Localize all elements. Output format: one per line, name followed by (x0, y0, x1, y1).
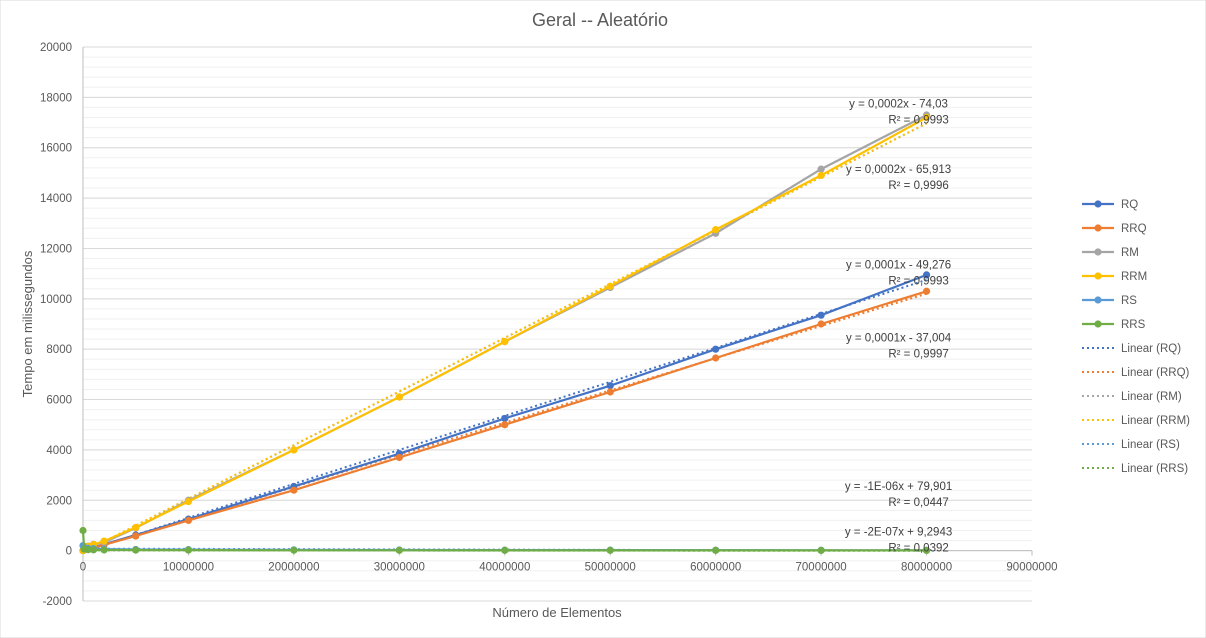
legend-marker (1094, 248, 1102, 256)
legend-label: RS (1121, 295, 1137, 307)
legend-label: RRM (1121, 271, 1147, 283)
legend-label: Linear (RS) (1121, 439, 1180, 451)
y-tick-label: 8000 (46, 344, 72, 356)
data-point-rrs (290, 546, 298, 554)
legend-marker (1094, 320, 1102, 328)
legend-label: RQ (1121, 199, 1138, 211)
trendline-equation: y = 0,0002x - 65,913 (846, 164, 951, 176)
data-point-rq (817, 311, 825, 319)
x-tick-label: 10000000 (163, 562, 214, 574)
data-point-rrq (817, 320, 825, 328)
data-point-rrs (712, 546, 720, 554)
data-point-rq (922, 271, 931, 279)
data-point-rrs (395, 546, 403, 554)
y-tick-label: 4000 (46, 445, 72, 457)
y-tick-label: 12000 (40, 243, 72, 255)
x-tick-label: 70000000 (796, 562, 847, 574)
trendline-r-squared: R² = 0,9993 (888, 114, 948, 126)
data-point-rrq (501, 421, 509, 429)
legend-label: RRS (1121, 319, 1146, 331)
legend-label: Linear (RQ) (1121, 343, 1181, 355)
data-point-rrq (606, 388, 614, 396)
data-point-rm (817, 165, 825, 173)
x-axis-label: Número de Elementos (492, 605, 622, 620)
data-point-rrs (132, 546, 140, 554)
y-tick-label: 20000 (40, 42, 72, 54)
data-point-rrs (817, 546, 825, 555)
trendline-r-squared: R² = 0,9997 (888, 349, 948, 361)
data-point-rrm (100, 537, 108, 545)
trendline-equation: y = 0,0002x - 74,03 (849, 98, 948, 110)
data-point-rrm (132, 523, 140, 532)
data-point-rrq (184, 516, 193, 525)
data-point-rrs (84, 546, 92, 554)
legend-label: RRQ (1121, 223, 1147, 235)
plot-area: -2000 0 2000 4000 6000 8000 10000 12000 14000 160… (40, 42, 1058, 608)
legend-marker (1094, 296, 1102, 304)
y-tick-label: 6000 (46, 395, 72, 407)
data-point-rrs (184, 546, 193, 554)
y-tick-label: 2000 (46, 495, 72, 507)
y-tick-label: 14000 (40, 193, 72, 205)
data-point-rrq (132, 532, 140, 540)
x-tick-label: 50000000 (585, 562, 636, 574)
data-point-rq (712, 345, 720, 353)
legend-marker (1094, 200, 1102, 208)
x-tick-label: 80000000 (901, 562, 952, 574)
data-point-rrm (290, 446, 298, 454)
y-tick-label: -2000 (43, 596, 72, 608)
data-point-rrs (922, 546, 931, 555)
data-point-rrq (922, 287, 931, 295)
trendline-r-squared: R² = 0,0447 (888, 497, 948, 509)
x-tick-label: 20000000 (268, 562, 319, 574)
trendline-r-squared: R² = 0,9996 (888, 180, 948, 192)
data-point-rrm (817, 171, 825, 180)
trendline-equation: y = 0,0001x - 37,004 (846, 333, 952, 345)
data-point-rrm (922, 113, 931, 122)
data-point-rrm (395, 393, 403, 401)
data-point-rrs (79, 526, 87, 535)
legend-label: RM (1121, 247, 1139, 259)
legend-label: Linear (RRS) (1121, 463, 1188, 475)
data-point-rrq (712, 354, 720, 362)
data-point-rrs (89, 546, 98, 554)
y-tick-label: 10000 (40, 294, 72, 306)
data-point-rrs (501, 546, 509, 554)
data-point-rrm (712, 225, 720, 234)
y-tick-label: 16000 (40, 143, 72, 155)
data-point-rrs (100, 546, 108, 554)
data-point-rrs (606, 546, 614, 554)
trendline-r-squared: R² = 0,9993 (888, 276, 948, 288)
data-point-rrm (606, 282, 614, 290)
data-point-rrm (184, 497, 193, 506)
x-tick-label: 0 (80, 562, 86, 574)
trendline-r-squared: R² = 0,0392 (888, 543, 948, 555)
x-tick-label: 60000000 (690, 562, 741, 574)
x-tick-label: 40000000 (479, 562, 530, 574)
data-point-rq (501, 414, 509, 423)
legend-label: Linear (RM) (1121, 391, 1182, 403)
trendline-equation: y = -2E-07x + 9,2943 (845, 527, 952, 539)
y-tick-label: 18000 (40, 92, 72, 104)
data-point-rrq (395, 453, 403, 462)
data-point-rq (606, 382, 614, 390)
legend-marker (1094, 272, 1102, 280)
trendline-equation: y = -1E-06x + 79,901 (845, 481, 952, 493)
legend-marker (1094, 224, 1102, 232)
trendline-equation: y = 0,0001x - 49,276 (846, 260, 951, 272)
data-point-rrq (290, 486, 298, 494)
legend-label: Linear (RRQ) (1121, 367, 1190, 379)
chart-title: Geral -- Aleatório (532, 10, 668, 30)
y-tick-label: 0 (66, 546, 72, 558)
data-point-rrm (501, 338, 509, 346)
legend-label: Linear (RRM) (1121, 415, 1190, 427)
x-tick-label: 30000000 (374, 562, 425, 574)
legend: RQ RRQ RM RRM RS RRS Linear (RQ) Linear (RRQ) Li… (1082, 199, 1190, 475)
y-axis-label: Tempo em milissegundos (20, 250, 35, 397)
x-tick-label: 90000000 (1006, 562, 1057, 574)
